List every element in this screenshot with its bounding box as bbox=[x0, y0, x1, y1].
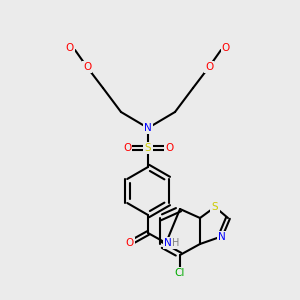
Text: O: O bbox=[83, 62, 91, 72]
Text: O: O bbox=[126, 238, 134, 248]
Text: O: O bbox=[205, 62, 213, 72]
Text: O: O bbox=[123, 143, 131, 153]
Text: O: O bbox=[165, 143, 173, 153]
Text: H: H bbox=[172, 238, 180, 248]
Text: S: S bbox=[145, 143, 151, 153]
Text: O: O bbox=[222, 43, 230, 53]
Text: N: N bbox=[218, 232, 226, 242]
Text: Cl: Cl bbox=[175, 268, 185, 278]
Text: S: S bbox=[212, 202, 218, 212]
Text: N: N bbox=[164, 238, 172, 248]
Text: O: O bbox=[66, 43, 74, 53]
Text: N: N bbox=[144, 123, 152, 133]
